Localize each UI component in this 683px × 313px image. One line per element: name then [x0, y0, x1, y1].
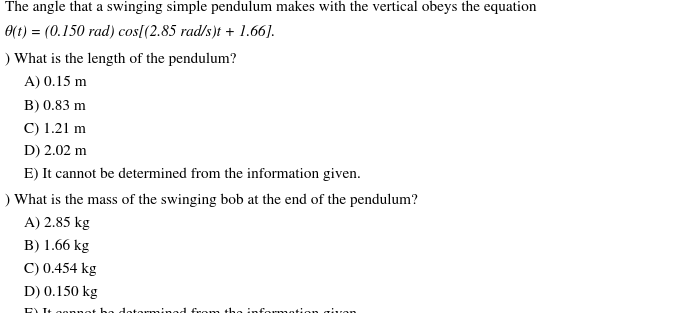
Text: E) It cannot be determined from the information given.: E) It cannot be determined from the info…: [24, 308, 361, 313]
Text: E) It cannot be determined from the information given.: E) It cannot be determined from the info…: [24, 167, 361, 181]
Text: A) 2.85 kg: A) 2.85 kg: [24, 217, 89, 230]
Text: D) 0.150 kg: D) 0.150 kg: [24, 285, 98, 299]
Text: B) 0.83 m: B) 0.83 m: [24, 99, 85, 112]
Text: D) 2.02 m: D) 2.02 m: [24, 144, 87, 158]
Text: B) 1.66 kg: B) 1.66 kg: [24, 239, 89, 253]
Text: ) What is the length of the pendulum?: ) What is the length of the pendulum?: [5, 52, 237, 66]
Text: ) What is the mass of the swinging bob at the end of the pendulum?: ) What is the mass of the swinging bob a…: [5, 193, 418, 207]
Text: C) 0.454 kg: C) 0.454 kg: [24, 262, 96, 276]
Text: A) 0.15 m: A) 0.15 m: [24, 76, 87, 89]
Text: θ(t) = (0.150 rad) cos[(2.85 rad/s)t + 1.66].: θ(t) = (0.150 rad) cos[(2.85 rad/s)t + 1…: [5, 25, 276, 39]
Text: C) 1.21 m: C) 1.21 m: [24, 121, 86, 135]
Text: The angle that a swinging simple pendulum makes with the vertical obeys the equa: The angle that a swinging simple pendulu…: [5, 1, 537, 14]
